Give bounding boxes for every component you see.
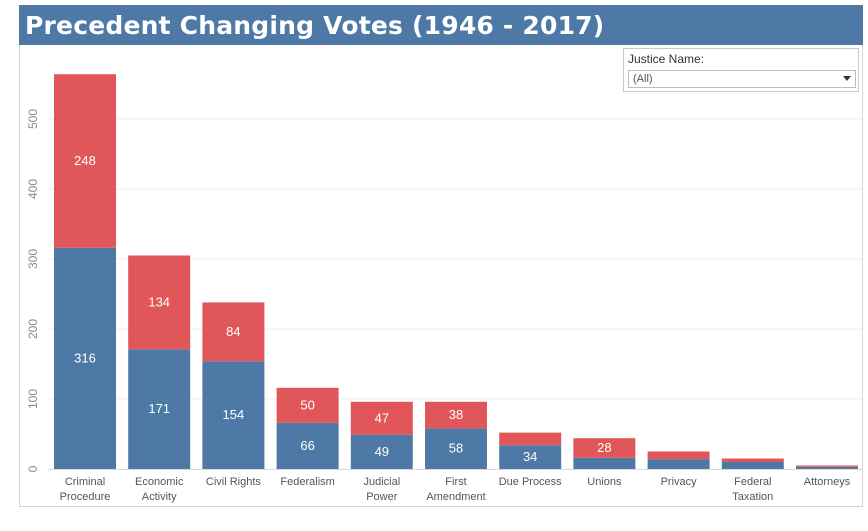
bar-segment[interactable]: [796, 465, 858, 467]
bar-segment[interactable]: [128, 255, 191, 350]
bar-segment[interactable]: [202, 302, 265, 362]
bar-segment[interactable]: [425, 428, 487, 469]
x-tick-label: Due Process: [499, 476, 562, 488]
bar-segment[interactable]: [721, 458, 784, 463]
bar-segment[interactable]: [573, 438, 636, 458]
chevron-down-icon[interactable]: [843, 76, 851, 81]
data-label: 28: [597, 440, 611, 455]
data-label: 154: [223, 407, 245, 422]
y-tick-label: 400: [26, 179, 40, 199]
bar-segment[interactable]: [276, 422, 339, 469]
page-title: Precedent Changing Votes (1946 - 2017): [25, 11, 605, 40]
data-label: 84: [226, 324, 240, 339]
bar-segment[interactable]: [647, 451, 710, 460]
data-label: 248: [74, 153, 96, 168]
y-tick-label: 0: [26, 465, 40, 472]
x-tick-label: First Amendment: [426, 476, 485, 503]
bar-segment[interactable]: [276, 387, 339, 423]
y-tick-label: 100: [26, 389, 40, 409]
data-label: 58: [449, 441, 463, 456]
bar-segment[interactable]: [202, 361, 265, 469]
data-label: 316: [74, 350, 96, 365]
bar-segment[interactable]: [350, 434, 413, 469]
data-label: 66: [300, 438, 314, 453]
title-bar: Precedent Changing Votes (1946 - 2017): [19, 5, 863, 45]
x-tick-label: Attorneys: [804, 476, 851, 488]
bar-segment[interactable]: [54, 247, 116, 469]
bar-segment[interactable]: [350, 401, 413, 435]
bar-segment[interactable]: [721, 462, 784, 469]
justice-name-dropdown[interactable]: (All): [628, 70, 856, 88]
bar-segment[interactable]: [425, 401, 487, 429]
x-tick-label: Unions: [587, 476, 622, 488]
x-tick-label: Judicial Power: [363, 476, 400, 503]
bar-segment[interactable]: [796, 466, 858, 469]
data-label: 49: [375, 444, 389, 459]
x-tick-label: Privacy: [661, 476, 698, 488]
data-label: 34: [523, 449, 537, 464]
data-label: 50: [300, 397, 314, 412]
justice-name-filter: Justice Name: (All): [623, 48, 859, 92]
data-label: 47: [375, 410, 389, 425]
dropdown-value: (All): [633, 73, 653, 85]
bar-segment[interactable]: [128, 349, 191, 469]
bar-segment[interactable]: [647, 459, 710, 469]
bar-segment[interactable]: [54, 74, 116, 248]
y-tick-label: 200: [26, 319, 40, 339]
bar-segment[interactable]: [499, 432, 562, 446]
data-label: 134: [148, 294, 170, 309]
x-tick-label: Economic Activity: [135, 476, 184, 503]
x-tick-label: Federalism: [280, 476, 334, 488]
filter-label: Justice Name:: [628, 52, 705, 66]
x-tick-label: Criminal Procedure: [60, 476, 111, 503]
data-label: 171: [148, 401, 170, 416]
x-tick-label: Civil Rights: [206, 476, 262, 488]
bar-segment[interactable]: [499, 445, 562, 469]
x-tick-label: Federal Taxation: [732, 476, 773, 503]
y-tick-label: 300: [26, 249, 40, 269]
bar-segment[interactable]: [573, 457, 636, 469]
data-label: 38: [449, 407, 463, 422]
y-tick-label: 500: [26, 109, 40, 129]
